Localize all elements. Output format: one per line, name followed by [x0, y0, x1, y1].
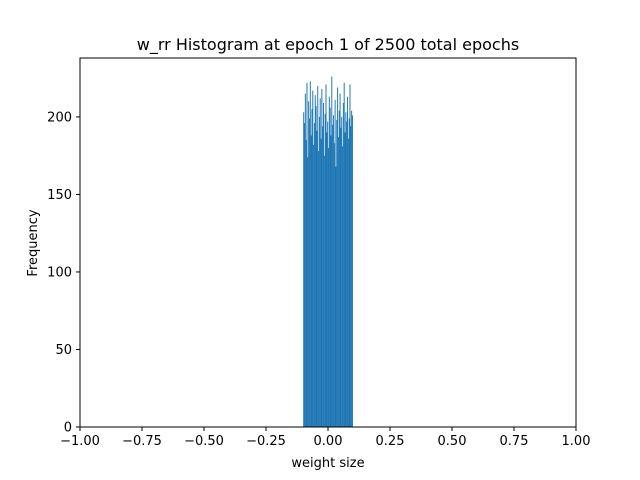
x-tick-label: 0.75 — [500, 434, 529, 449]
histogram-bar — [344, 132, 346, 427]
y-tick-label: 0 — [64, 421, 72, 436]
histogram-bar — [317, 85, 319, 427]
x-tick-label: −0.50 — [184, 434, 224, 449]
y-axis-ticks: 0 50 100 150 200 — [47, 110, 80, 436]
histogram-bar — [327, 121, 329, 427]
y-axis-label: Frequency — [26, 209, 41, 276]
histogram-bar — [340, 127, 342, 427]
x-axis-label: weight size — [291, 456, 364, 471]
y-tick-label: 100 — [47, 265, 72, 280]
histogram-bar — [332, 115, 334, 428]
histogram-bar — [348, 118, 350, 428]
histogram-bar — [337, 137, 339, 428]
histogram-bar — [339, 93, 341, 427]
histogram-bar — [351, 110, 353, 427]
histogram-bar — [305, 140, 307, 427]
histogram-bar — [338, 110, 340, 427]
histogram-bar — [335, 166, 337, 427]
histogram-bar — [350, 126, 352, 427]
histogram-bar — [323, 102, 325, 427]
x-tick-label: 1.00 — [562, 434, 591, 449]
histogram-bar — [326, 132, 328, 427]
x-tick-label: −0.25 — [246, 434, 286, 449]
y-tick-label: 50 — [55, 343, 72, 358]
histogram-bar — [321, 89, 323, 428]
histogram-bar — [342, 102, 344, 427]
histogram-bar — [319, 98, 321, 428]
histogram-bar — [333, 143, 335, 427]
y-tick-label: 200 — [47, 110, 72, 125]
x-tick-label: 0.50 — [438, 434, 467, 449]
histogram-bar — [320, 138, 322, 428]
histogram-bar — [303, 112, 305, 427]
histogram-bar — [323, 155, 325, 428]
histogram-bar — [336, 120, 338, 427]
histogram-bars — [303, 76, 353, 428]
x-tick-label: −1.00 — [60, 434, 100, 449]
histogram-bar — [325, 84, 327, 427]
histogram-bar — [346, 121, 348, 427]
histogram-bar — [322, 126, 324, 427]
histogram-bar — [347, 138, 349, 428]
histogram-bar — [307, 157, 309, 427]
histogram-bar — [347, 96, 348, 428]
y-tick-label: 150 — [47, 188, 72, 203]
histogram-bar — [345, 112, 347, 427]
histogram-bar — [310, 135, 312, 428]
histogram-bar — [342, 146, 344, 427]
histogram-bar — [328, 147, 329, 427]
histogram-bar — [304, 123, 306, 427]
histogram-bar — [309, 81, 311, 428]
histogram-bar — [351, 115, 353, 428]
histogram-bar — [329, 107, 331, 427]
histogram-bar — [316, 130, 318, 427]
histogram-bar — [308, 101, 310, 427]
histogram-bar — [328, 96, 330, 428]
x-tick-label: 0.00 — [314, 434, 343, 449]
histogram-bar — [324, 113, 326, 427]
histogram-bar — [341, 116, 343, 428]
histogram-bar — [304, 93, 306, 427]
histogram-bar — [313, 123, 315, 427]
histogram-bar — [349, 84, 351, 427]
histogram-bar — [330, 135, 332, 428]
x-tick-label: −0.75 — [122, 434, 162, 449]
histogram-bar — [312, 90, 314, 427]
x-tick-label: 0.25 — [376, 434, 405, 449]
chart-title: w_rr Histogram at epoch 1 of 2500 total … — [137, 35, 519, 55]
histogram-bar — [315, 106, 317, 428]
histogram-bar — [314, 95, 316, 427]
histogram-bar — [313, 144, 315, 427]
histogram-bar — [337, 87, 339, 428]
histogram-bar — [334, 99, 336, 428]
x-axis-ticks: −1.00 −0.75 −0.50 −0.25 0.00 0.25 0.50 0.75 1.00 — [60, 427, 590, 449]
histogram-bar — [318, 151, 320, 427]
histogram-bar — [331, 76, 333, 427]
histogram-bar — [306, 82, 308, 427]
histogram-bar — [311, 109, 313, 427]
histogram-bar — [308, 118, 310, 428]
histogram-bar — [332, 124, 334, 428]
histogram-bar — [343, 82, 345, 427]
histogram-bar — [318, 116, 320, 428]
